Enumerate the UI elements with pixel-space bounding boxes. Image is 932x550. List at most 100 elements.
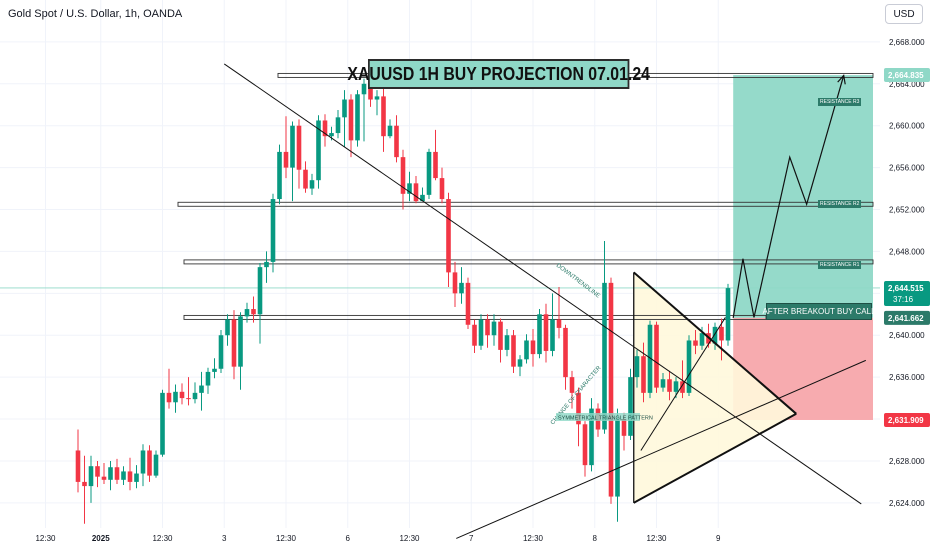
candle-body bbox=[654, 324, 659, 388]
candle-body bbox=[342, 99, 347, 118]
candle-body bbox=[290, 125, 295, 168]
candle-body bbox=[641, 356, 646, 393]
level-box-2 bbox=[177, 201, 874, 207]
projection-arrowhead bbox=[837, 74, 846, 85]
candle-body bbox=[166, 392, 172, 403]
candle-body bbox=[244, 309, 250, 317]
candle-body bbox=[634, 356, 640, 378]
candle-body bbox=[446, 199, 451, 273]
candle-body bbox=[192, 392, 198, 400]
candle-body bbox=[270, 199, 276, 262]
candle-body bbox=[316, 120, 321, 181]
resistance-r3-label: RESISTANCE R3 bbox=[818, 98, 862, 106]
candle-body bbox=[511, 335, 516, 367]
candle-body bbox=[381, 96, 386, 137]
time-tick-label: 12:30 bbox=[152, 534, 173, 543]
candle-body bbox=[589, 408, 594, 466]
price-tick-label: 2,628.000 bbox=[889, 457, 925, 466]
price-tick-label: 2,664.000 bbox=[889, 80, 925, 89]
candle-body bbox=[472, 324, 477, 346]
candle-body bbox=[725, 288, 731, 341]
price-tick-label: 2,640.000 bbox=[889, 331, 925, 340]
candle-body bbox=[186, 398, 191, 400]
candle-body bbox=[465, 282, 471, 325]
time-axis: 12:30 2025 12:30 3 12:30 6 12:30 7 12:30 8 12:30 9 bbox=[35, 534, 721, 543]
candle-body bbox=[693, 340, 698, 346]
candle-body bbox=[296, 125, 302, 170]
candle-body bbox=[543, 314, 549, 351]
candle-body bbox=[407, 183, 412, 194]
target-price-tag: 2,664.835 bbox=[888, 71, 924, 80]
candle-body bbox=[75, 450, 81, 482]
candle-body bbox=[322, 120, 328, 137]
triangle-label-bg bbox=[556, 413, 640, 421]
candle-body bbox=[212, 368, 217, 372]
candle-body bbox=[121, 471, 126, 480]
candle-body bbox=[602, 282, 607, 430]
candle-body bbox=[134, 473, 139, 482]
candle-body bbox=[485, 319, 490, 336]
candle-body bbox=[647, 324, 653, 393]
candle-body bbox=[537, 314, 542, 355]
current-price-tag-countdown: 37:16 bbox=[893, 295, 914, 304]
candle-body bbox=[88, 466, 94, 487]
candle-body bbox=[394, 125, 399, 158]
stop-price-tag: 2,631.909 bbox=[888, 416, 924, 425]
candle-body bbox=[680, 381, 685, 393]
candle-body bbox=[309, 180, 315, 189]
candle-body bbox=[101, 476, 107, 480]
time-tick-label: 9 bbox=[716, 534, 721, 543]
candle-body bbox=[283, 151, 289, 168]
candle-body bbox=[179, 391, 185, 399]
resistance-r1-label: RESISTANCE R1 bbox=[818, 261, 862, 269]
candle-body bbox=[400, 157, 406, 194]
candle-body bbox=[686, 340, 692, 393]
downtrend-line bbox=[223, 63, 862, 505]
target-price-tag-bg bbox=[884, 68, 930, 83]
symbol-title: Gold Spot / U.S. Dollar, 1h, OANDA bbox=[8, 8, 183, 20]
triangle-fill bbox=[633, 272, 797, 503]
target-zone bbox=[733, 75, 873, 318]
candle-body bbox=[387, 125, 393, 137]
candle-body bbox=[231, 319, 237, 367]
candle-body bbox=[426, 151, 432, 195]
stop-price-tag-bg bbox=[884, 413, 930, 428]
current-price-tag: 2,644.515 bbox=[888, 284, 924, 293]
buy-call-label: AFTER BREAKOUT BUY CALL bbox=[762, 303, 876, 320]
time-tick-label: 12:30 bbox=[646, 534, 667, 543]
candle-body bbox=[712, 326, 718, 344]
triangle-lower-edge bbox=[633, 412, 797, 504]
time-tick-label: 2025 bbox=[92, 534, 110, 543]
candle-body bbox=[628, 377, 633, 436]
candle-body bbox=[127, 471, 133, 482]
candle-body bbox=[550, 319, 555, 351]
current-price-tag-bg bbox=[884, 280, 930, 306]
candle-body bbox=[420, 194, 425, 202]
currency-button[interactable]: USD bbox=[885, 4, 923, 24]
candle-body bbox=[491, 321, 497, 336]
price-tick-label: 2,656.000 bbox=[889, 164, 925, 173]
candle-body bbox=[277, 151, 282, 200]
candle-body bbox=[199, 385, 204, 393]
price-tags: 2,664.835 2,644.515 37:16 2,641.662 2,631.90… bbox=[884, 68, 930, 428]
candle-body bbox=[257, 267, 263, 315]
time-tick-label: 12:30 bbox=[276, 534, 297, 543]
price-tick-label: 2,660.000 bbox=[889, 122, 925, 131]
candle-body bbox=[153, 454, 159, 476]
candle-body bbox=[303, 169, 308, 189]
candle-body bbox=[264, 261, 269, 268]
candle-body bbox=[433, 151, 438, 179]
candle-body bbox=[205, 371, 211, 386]
projection-path bbox=[732, 75, 845, 318]
candle-body bbox=[108, 467, 113, 480]
candle-body bbox=[608, 282, 614, 497]
triangle-pattern-label: SYMMETRICAL TRIANGLE PATTERN bbox=[558, 416, 653, 422]
time-tick-label: 7 bbox=[469, 534, 474, 543]
time-tick-label: 12:30 bbox=[35, 534, 56, 543]
candle-body bbox=[563, 327, 568, 378]
resistance-r2-label: RESISTANCE R2 bbox=[818, 200, 862, 208]
candle-body bbox=[147, 450, 152, 476]
candle-body bbox=[335, 117, 341, 134]
candle-body bbox=[673, 381, 679, 392]
